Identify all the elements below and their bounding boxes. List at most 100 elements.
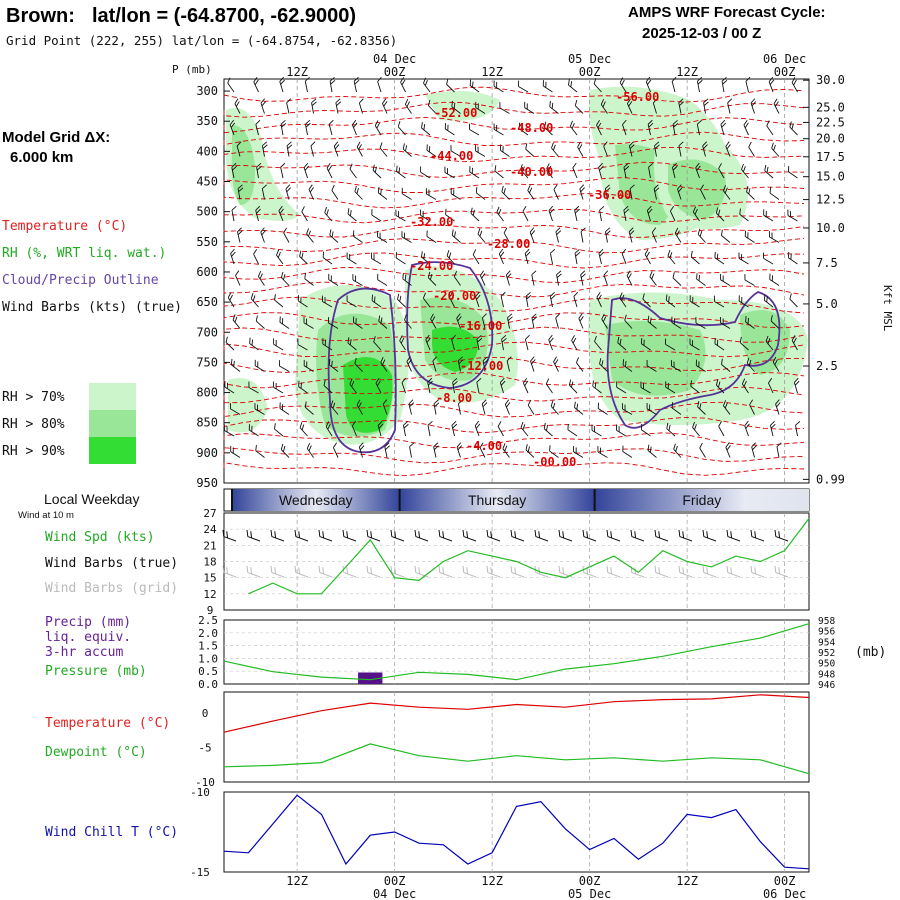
barb-flag bbox=[703, 98, 709, 104]
barb-flag bbox=[596, 120, 600, 126]
bottom-time-tick-0: 12Z bbox=[286, 874, 308, 888]
wind-barb-402 bbox=[280, 443, 290, 458]
wind-barb-126 bbox=[425, 188, 437, 200]
wind-barb-112 bbox=[671, 162, 678, 179]
wind-barb-185 bbox=[721, 229, 731, 243]
wind-barb-182 bbox=[651, 227, 657, 243]
barb-staff bbox=[677, 188, 682, 200]
wind-barb-10 bbox=[469, 79, 480, 93]
barb-flag bbox=[234, 316, 238, 323]
barb-flag bbox=[366, 529, 369, 537]
barb-staff bbox=[450, 193, 461, 200]
barb-staff bbox=[716, 212, 725, 222]
precip-tick-2.5: 2.5 bbox=[198, 614, 218, 627]
barb-flag bbox=[329, 77, 335, 82]
barb-staff bbox=[279, 407, 290, 415]
wind-barb-296 bbox=[571, 335, 578, 351]
barb-flag bbox=[510, 529, 513, 537]
barb-flag bbox=[724, 402, 728, 409]
barb-staff bbox=[347, 342, 357, 351]
barb-staff bbox=[667, 255, 676, 265]
wind-barb-192 bbox=[322, 251, 333, 265]
barb-flag bbox=[375, 378, 380, 384]
wind-barb-188 bbox=[230, 248, 236, 265]
barb-flag bbox=[744, 122, 749, 128]
barb-flag bbox=[593, 78, 597, 84]
bottom-date-0: 04 Dec bbox=[373, 887, 416, 900]
barb-staff bbox=[744, 279, 755, 286]
barb-flag bbox=[525, 444, 528, 451]
barb-flag bbox=[791, 123, 794, 130]
wind-barb-256 bbox=[738, 295, 749, 308]
barb-staff bbox=[311, 102, 314, 114]
barb-flag bbox=[309, 187, 314, 193]
barb-flag bbox=[773, 144, 776, 151]
barb-flag bbox=[286, 141, 292, 147]
barb-flag bbox=[672, 162, 677, 168]
barb-staff bbox=[415, 572, 429, 578]
barb-flag bbox=[525, 251, 531, 257]
wind-barb-84 bbox=[551, 142, 559, 157]
barb-staff bbox=[570, 125, 578, 136]
wind-barb-33 bbox=[451, 100, 461, 114]
pressure-tick-950: 950 bbox=[818, 659, 835, 670]
barb-flag bbox=[356, 141, 361, 148]
wind-barb-231 bbox=[696, 273, 706, 286]
barb-flag bbox=[281, 122, 287, 128]
barb-flag bbox=[426, 144, 428, 151]
wind-tick-24: 24 bbox=[203, 523, 217, 536]
barb-flag bbox=[604, 184, 610, 190]
wind-barb-415 bbox=[597, 446, 608, 458]
barb-flag bbox=[775, 399, 780, 405]
barb-flag bbox=[721, 122, 726, 128]
barb-flag bbox=[502, 146, 504, 153]
barb-flag bbox=[556, 273, 562, 278]
barb-flag bbox=[690, 380, 692, 387]
barb-staff bbox=[260, 232, 265, 243]
barb-flag bbox=[605, 227, 611, 233]
barb-staff bbox=[738, 258, 749, 265]
barb-flag bbox=[745, 316, 747, 323]
wind-barb-351 bbox=[768, 377, 774, 394]
barb-staff bbox=[280, 124, 284, 136]
barb-staff bbox=[303, 322, 314, 329]
barb-flag bbox=[475, 423, 481, 429]
barb-flag bbox=[418, 531, 421, 538]
wind-barb-152 bbox=[496, 206, 504, 222]
barb-flag bbox=[699, 403, 702, 410]
barb-staff bbox=[400, 81, 406, 93]
wind-barb-128 bbox=[475, 186, 486, 200]
barb-staff bbox=[577, 146, 584, 157]
wind-barb-194 bbox=[370, 252, 382, 265]
barb-flag bbox=[474, 420, 480, 426]
wind-barb-36 bbox=[524, 101, 535, 114]
barb-staff bbox=[281, 277, 290, 286]
barb-staff bbox=[346, 300, 357, 308]
barb-flag bbox=[697, 76, 703, 82]
barb-flag bbox=[280, 271, 284, 278]
wind-barb-91 bbox=[725, 141, 731, 157]
barb-flag bbox=[479, 270, 485, 276]
barb-flag bbox=[555, 313, 561, 319]
barb-staff bbox=[597, 451, 608, 458]
wind-barb-157 bbox=[623, 205, 630, 222]
chill-panel-frame bbox=[223, 791, 810, 873]
true-wind-barb-15 bbox=[582, 529, 597, 542]
barb-flag bbox=[332, 402, 336, 409]
barb-staff bbox=[721, 81, 725, 93]
barb-staff bbox=[469, 85, 480, 93]
barb-flag bbox=[261, 230, 266, 236]
barb-flag bbox=[287, 144, 293, 149]
barb-staff bbox=[604, 188, 608, 200]
wind-barb-127 bbox=[450, 187, 461, 200]
barb-flag bbox=[574, 99, 578, 106]
barb-staff bbox=[421, 256, 431, 265]
barb-flag bbox=[452, 378, 458, 383]
barb-flag bbox=[378, 423, 384, 429]
barb-flag bbox=[676, 230, 680, 236]
barb-flag bbox=[749, 399, 754, 405]
barb-staff bbox=[353, 235, 363, 243]
barb-staff bbox=[356, 146, 363, 157]
barb-staff bbox=[498, 253, 504, 265]
barb-flag bbox=[279, 316, 281, 323]
